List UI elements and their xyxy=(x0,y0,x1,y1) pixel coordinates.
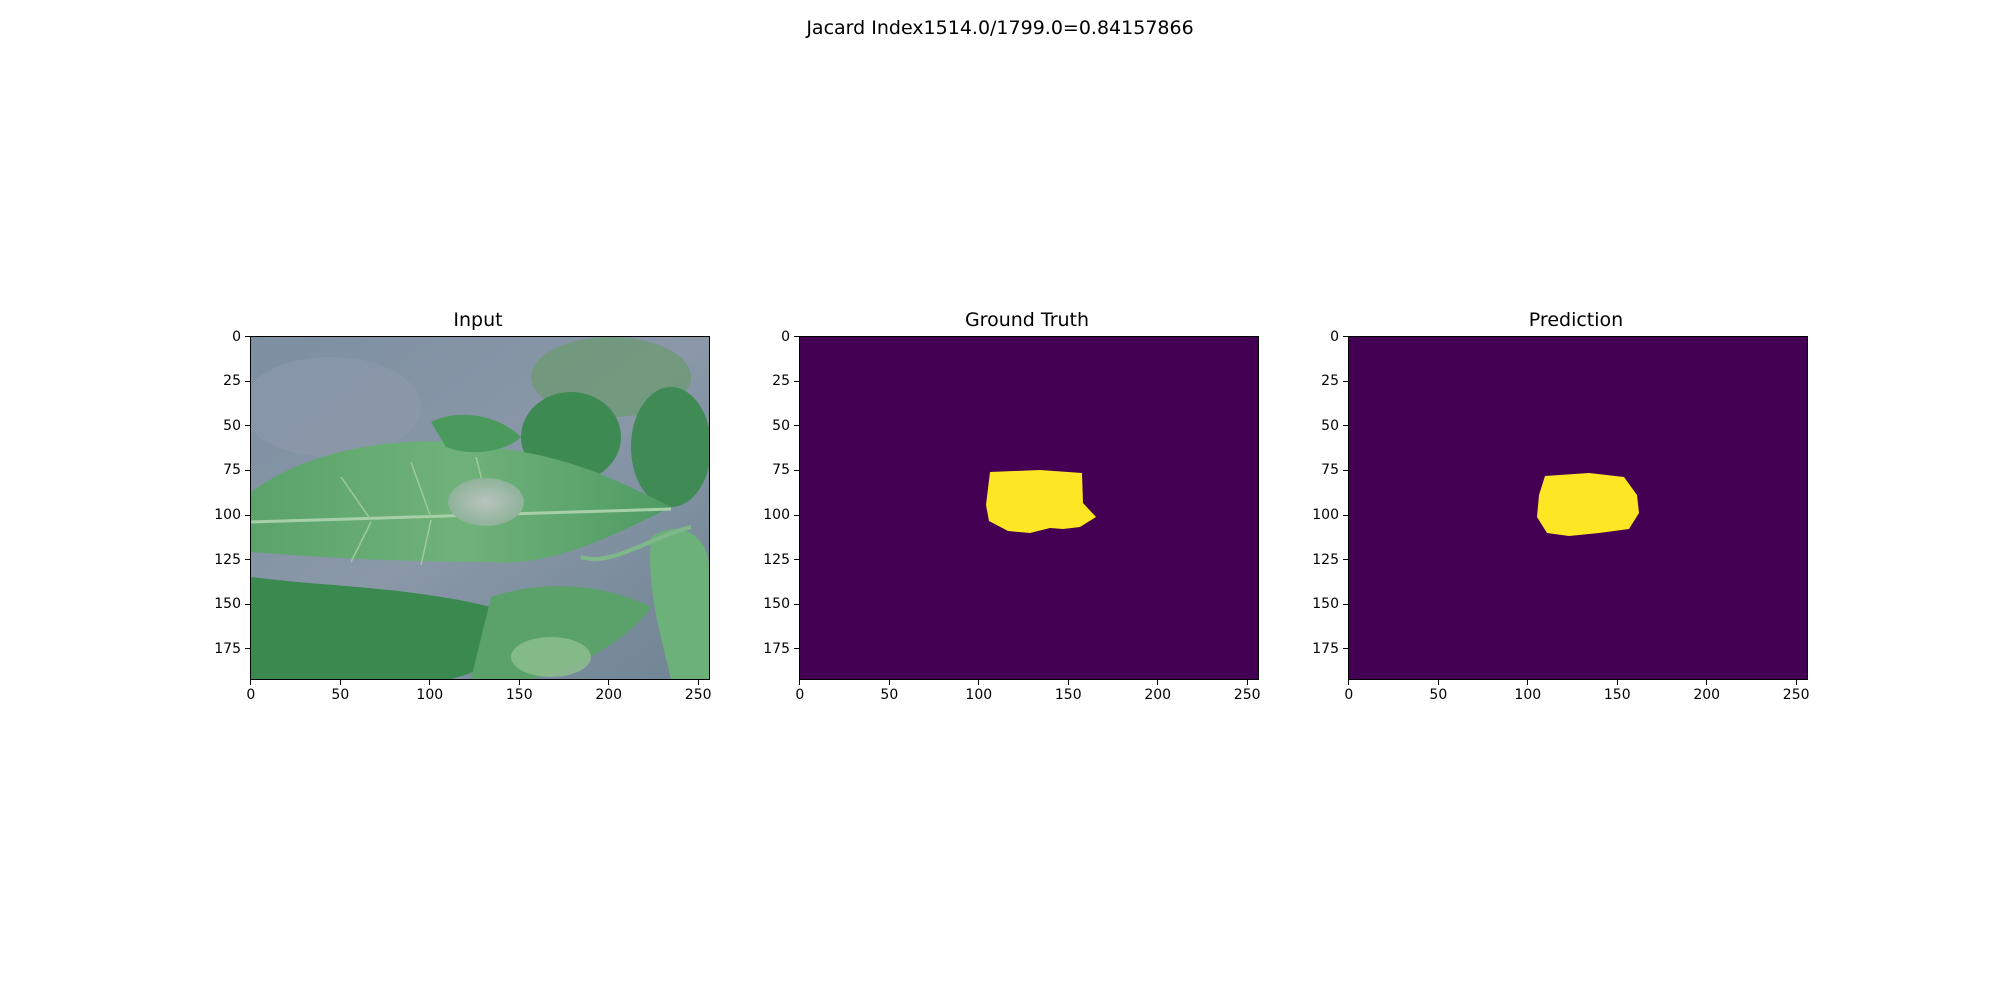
x-tick-label: 200 xyxy=(595,687,623,703)
ground-truth-mask-axes xyxy=(799,336,1259,680)
x-tick-label: 0 xyxy=(1344,687,1354,703)
x-tick-label: 100 xyxy=(416,687,444,703)
y-tick-label: 150 xyxy=(1312,596,1339,613)
prediction-mask-image xyxy=(1349,337,1807,679)
x-tick-mark xyxy=(1246,680,1248,685)
x-tick-label: 0 xyxy=(246,687,256,703)
y-tick-label: 100 xyxy=(214,507,241,524)
x-tick-mark xyxy=(608,680,610,685)
x-tick-label: 100 xyxy=(1514,687,1542,703)
input-panel-title: Input xyxy=(453,309,503,331)
y-tick-label: 0 xyxy=(232,328,241,345)
y-tick-label: 0 xyxy=(781,328,790,345)
x-tick-label: 50 xyxy=(331,687,350,703)
y-tick-label: 175 xyxy=(214,640,241,657)
ground-truth-mask-image xyxy=(800,337,1258,679)
y-tick-label: 50 xyxy=(1321,417,1339,434)
x-tick-label: 100 xyxy=(965,687,993,703)
y-tick-label: 125 xyxy=(214,551,241,568)
y-tick-label: 25 xyxy=(1321,373,1339,390)
y-tick-label: 75 xyxy=(223,462,241,479)
x-tick-mark xyxy=(697,680,699,685)
prediction-panel-title: Prediction xyxy=(1528,309,1624,331)
x-tick-mark xyxy=(888,680,890,685)
y-tick-label: 25 xyxy=(223,373,241,390)
x-tick-label: 50 xyxy=(1429,687,1448,703)
x-tick-label: 150 xyxy=(1603,687,1631,703)
y-tick-label: 125 xyxy=(763,551,790,568)
x-tick-mark xyxy=(1795,680,1797,685)
y-tick-label: 175 xyxy=(763,640,790,657)
x-tick-label: 150 xyxy=(505,687,533,703)
y-tick-label: 0 xyxy=(1330,328,1339,345)
figure-suptitle: Jacard Index1514.0/1799.0=0.84157866 xyxy=(806,17,1194,39)
x-tick-mark xyxy=(1706,680,1708,685)
y-tick-label: 175 xyxy=(1312,640,1339,657)
x-tick-label: 250 xyxy=(1233,687,1261,703)
x-tick-label: 150 xyxy=(1054,687,1082,703)
y-tick-label: 100 xyxy=(1312,507,1339,524)
x-tick-label: 200 xyxy=(1144,687,1172,703)
x-tick-mark xyxy=(429,680,431,685)
input-image-axes xyxy=(250,336,710,680)
ground-truth-lesion-region xyxy=(986,470,1096,533)
x-tick-mark xyxy=(1437,680,1439,685)
prediction-mask-axes xyxy=(1348,336,1808,680)
x-tick-label: 50 xyxy=(880,687,899,703)
x-tick-mark xyxy=(1157,680,1159,685)
y-tick-label: 150 xyxy=(214,596,241,613)
x-tick-mark xyxy=(250,680,252,685)
x-tick-mark xyxy=(518,680,520,685)
y-tick-label: 50 xyxy=(772,417,790,434)
x-tick-mark xyxy=(339,680,341,685)
y-tick-label: 100 xyxy=(763,507,790,524)
x-tick-mark xyxy=(1348,680,1350,685)
leaf-photo-image xyxy=(251,337,709,679)
x-tick-mark xyxy=(1616,680,1618,685)
x-tick-label: 250 xyxy=(1782,687,1810,703)
y-tick-label: 75 xyxy=(772,462,790,479)
prediction-lesion-region xyxy=(1537,473,1639,536)
x-tick-label: 200 xyxy=(1693,687,1721,703)
x-tick-label: 250 xyxy=(684,687,712,703)
y-tick-label: 75 xyxy=(1321,462,1339,479)
y-tick-label: 50 xyxy=(223,417,241,434)
ground-truth-panel-title: Ground Truth xyxy=(964,309,1090,331)
x-tick-mark xyxy=(799,680,801,685)
y-tick-label: 150 xyxy=(763,596,790,613)
x-tick-mark xyxy=(978,680,980,685)
x-tick-label: 0 xyxy=(795,687,805,703)
x-tick-mark xyxy=(1527,680,1529,685)
x-tick-mark xyxy=(1067,680,1069,685)
y-tick-label: 25 xyxy=(772,373,790,390)
y-tick-label: 125 xyxy=(1312,551,1339,568)
